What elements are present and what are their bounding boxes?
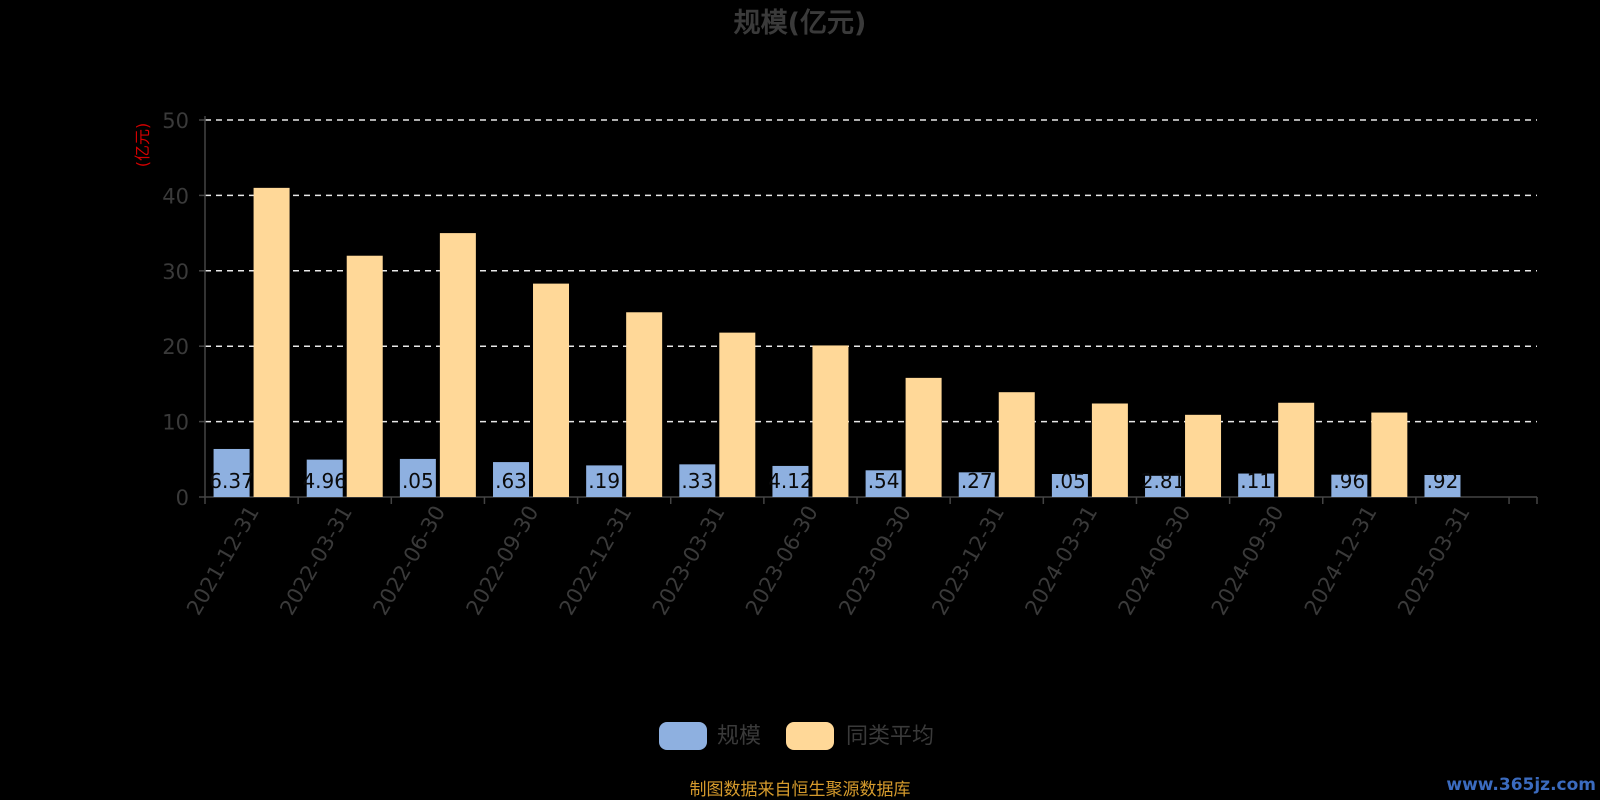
bars: [213, 187, 1461, 498]
bar-size[interactable]: [306, 459, 343, 497]
y-tick-label: 50: [162, 109, 189, 133]
chart-title: 规模(亿元): [734, 8, 867, 39]
site-watermark: www.365jz.com: [1446, 775, 1596, 795]
bar-size[interactable]: [586, 465, 623, 497]
grid-lines: [205, 119, 1537, 423]
x-tick-label: 2024-06-30: [1114, 502, 1196, 620]
bar-size[interactable]: [1145, 475, 1182, 497]
bar-size[interactable]: [1331, 474, 1368, 497]
data-labels: 6.37 4.96 .05 .63 .19 .33 4.12 .54 .27 .05 2.81 .11…: [209, 469, 1458, 493]
y-tick-label: 30: [162, 260, 189, 284]
x-tick-labels: 2021-12-31 2022-03-31 2022-06-30 2022-09-30…: [182, 502, 1475, 620]
data-label-size: 4.12: [768, 469, 813, 493]
data-label-size: .11: [1240, 469, 1272, 493]
x-tick-label: 2023-03-31: [648, 502, 730, 620]
legend-swatch-series-0[interactable]: [659, 722, 707, 750]
legend-label-series-1[interactable]: 同类平均: [846, 724, 934, 749]
x-tick-label: 2022-12-31: [555, 502, 637, 620]
bar-peer-average[interactable]: [439, 233, 476, 497]
x-tick-label: 2023-06-30: [741, 502, 823, 620]
data-label-size: .33: [681, 469, 713, 493]
bar-size[interactable]: [213, 448, 250, 497]
data-label-size: .27: [961, 469, 993, 493]
bar-peer-average[interactable]: [253, 187, 290, 498]
x-tick-label: 2024-12-31: [1300, 502, 1382, 620]
x-tick-label: 2023-09-30: [834, 502, 916, 620]
x-tick-label: 2024-03-31: [1020, 502, 1102, 620]
bar-size[interactable]: [493, 462, 530, 497]
data-label-size: .96: [1333, 469, 1365, 493]
data-label-size: .92: [1427, 469, 1459, 493]
y-axis-unit-label: (亿元): [133, 123, 152, 168]
bar-peer-average[interactable]: [533, 283, 570, 497]
legend: 规模 同类平均: [659, 722, 934, 750]
bar-size[interactable]: [1424, 474, 1461, 497]
bar-size[interactable]: [865, 470, 902, 497]
data-label-size: .63: [495, 469, 527, 493]
y-tick-label: 40: [162, 184, 189, 208]
bar-size[interactable]: [679, 464, 716, 497]
x-tick-label: 2022-09-30: [462, 502, 544, 620]
bar-peer-average[interactable]: [998, 392, 1035, 497]
data-label-size: 6.37: [209, 469, 254, 493]
x-tick-label: 2023-12-31: [927, 502, 1009, 620]
bar-peer-average[interactable]: [812, 345, 849, 497]
bar-size[interactable]: [958, 472, 995, 497]
data-label-size: .19: [588, 469, 620, 493]
bar-size[interactable]: [399, 458, 436, 497]
data-label-size: 4.96: [302, 469, 347, 493]
bar-peer-average[interactable]: [1091, 403, 1128, 497]
bar-size[interactable]: [1051, 474, 1088, 497]
legend-label-series-0[interactable]: 规模: [717, 724, 761, 749]
y-tick-label: 20: [162, 335, 189, 359]
axes: [199, 116, 1538, 504]
data-label-size: 2.81: [1141, 469, 1186, 493]
y-tick-label: 10: [162, 411, 189, 435]
bar-size[interactable]: [1238, 473, 1275, 497]
bar-peer-average[interactable]: [719, 332, 756, 497]
x-tick-label: 2022-03-31: [275, 502, 357, 620]
x-tick-label: 2022-06-30: [368, 502, 450, 620]
x-tick-label: 2021-12-31: [182, 502, 264, 620]
bar-peer-average[interactable]: [1185, 414, 1222, 497]
x-tick-label: 2024-09-30: [1207, 502, 1289, 620]
data-label-size: .54: [868, 469, 900, 493]
data-label-size: .05: [1054, 469, 1086, 493]
bar-size[interactable]: [772, 465, 809, 497]
data-label-size: .05: [402, 469, 434, 493]
bar-peer-average[interactable]: [905, 377, 942, 497]
y-tick-label: 0: [176, 486, 189, 510]
y-tick-labels: 0 10 20 30 40 50: [162, 109, 189, 510]
bar-peer-average[interactable]: [1371, 412, 1408, 497]
bar-peer-average[interactable]: [1278, 402, 1315, 497]
data-source-footer: 制图数据来自恒生聚源数据库: [690, 780, 911, 800]
legend-swatch-series-1[interactable]: [786, 722, 834, 750]
bar-peer-average[interactable]: [626, 312, 663, 497]
x-tick-label: 2025-03-31: [1393, 502, 1475, 620]
bar-peer-average[interactable]: [346, 255, 383, 497]
